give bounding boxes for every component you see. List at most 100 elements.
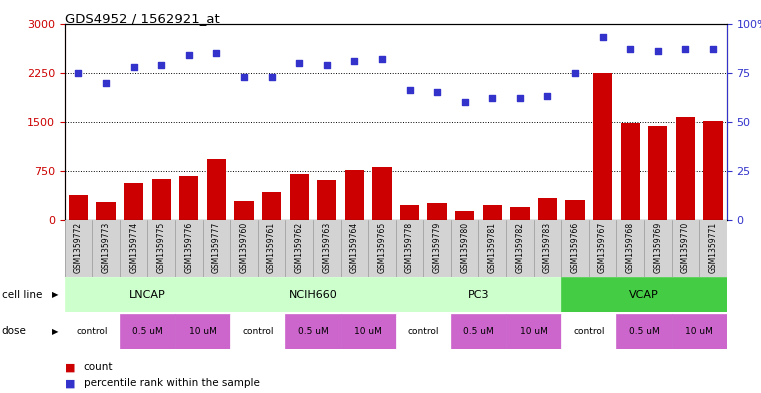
Text: LNCAP: LNCAP	[129, 290, 166, 300]
Bar	[207, 159, 226, 220]
Text: ■: ■	[65, 378, 75, 388]
Text: GSM1359773: GSM1359773	[101, 222, 110, 273]
Point	[238, 73, 250, 80]
Text: control: control	[573, 327, 604, 336]
Bar	[372, 167, 392, 220]
Text: GSM1359771: GSM1359771	[708, 222, 718, 273]
Text: GSM1359765: GSM1359765	[377, 222, 387, 273]
Bar	[616, 314, 671, 349]
Text: GSM1359774: GSM1359774	[129, 222, 139, 273]
Point	[624, 46, 636, 52]
Bar	[620, 123, 640, 220]
Point	[183, 52, 195, 58]
Point	[128, 64, 140, 70]
Bar	[345, 170, 364, 220]
Bar	[593, 73, 613, 220]
Text: GSM1359775: GSM1359775	[157, 222, 166, 273]
Text: count: count	[84, 362, 113, 373]
Point	[376, 56, 388, 62]
Text: GSM1359764: GSM1359764	[350, 222, 359, 273]
Text: 0.5 uM: 0.5 uM	[463, 327, 494, 336]
Point	[514, 95, 526, 101]
Bar	[676, 117, 695, 220]
Point	[349, 58, 361, 64]
Text: GSM1359762: GSM1359762	[295, 222, 304, 273]
Bar	[396, 314, 451, 349]
Bar	[289, 174, 309, 220]
Point	[597, 34, 609, 40]
Bar	[230, 314, 285, 349]
Text: 10 uM: 10 uM	[189, 327, 217, 336]
Point	[266, 73, 278, 80]
Text: 0.5 uM: 0.5 uM	[629, 327, 659, 336]
Text: VCAP: VCAP	[629, 290, 659, 300]
Bar	[285, 314, 341, 349]
Text: 10 uM: 10 uM	[520, 327, 548, 336]
Text: GSM1359769: GSM1359769	[653, 222, 662, 273]
Bar	[68, 195, 88, 220]
Text: GSM1359760: GSM1359760	[240, 222, 249, 273]
Bar	[565, 200, 584, 220]
Text: 0.5 uM: 0.5 uM	[132, 327, 163, 336]
Bar	[97, 202, 116, 220]
Text: control: control	[77, 327, 108, 336]
Text: dose: dose	[2, 326, 27, 336]
Point	[541, 93, 553, 99]
Text: 0.5 uM: 0.5 uM	[298, 327, 328, 336]
Bar	[175, 314, 230, 349]
Text: GSM1359763: GSM1359763	[322, 222, 331, 273]
Bar	[396, 277, 561, 312]
Point	[72, 70, 84, 76]
Bar	[671, 314, 727, 349]
Bar	[538, 198, 557, 220]
Text: GSM1359770: GSM1359770	[681, 222, 690, 273]
Bar	[510, 208, 530, 220]
Point	[569, 70, 581, 76]
Text: control: control	[242, 327, 273, 336]
Point	[651, 48, 664, 54]
Bar	[230, 277, 396, 312]
Text: GSM1359783: GSM1359783	[543, 222, 552, 273]
Point	[210, 50, 222, 56]
Point	[431, 89, 443, 95]
Bar	[317, 180, 336, 220]
Bar	[648, 127, 667, 220]
Text: GSM1359768: GSM1359768	[626, 222, 635, 273]
Bar	[262, 192, 282, 220]
Bar	[341, 314, 396, 349]
Point	[707, 46, 719, 52]
Bar	[561, 277, 727, 312]
Bar	[65, 277, 230, 312]
Bar	[428, 204, 447, 220]
Bar	[234, 201, 253, 220]
Text: control: control	[408, 327, 439, 336]
Bar	[124, 184, 143, 220]
Point	[155, 62, 167, 68]
Bar	[151, 180, 171, 220]
Text: ■: ■	[65, 362, 75, 373]
Text: 10 uM: 10 uM	[685, 327, 713, 336]
Text: GSM1359780: GSM1359780	[460, 222, 470, 273]
Bar	[703, 121, 723, 220]
Text: GSM1359782: GSM1359782	[515, 222, 524, 273]
Text: GSM1359776: GSM1359776	[184, 222, 193, 273]
Bar	[506, 314, 561, 349]
Text: 10 uM: 10 uM	[354, 327, 382, 336]
Text: GSM1359778: GSM1359778	[405, 222, 414, 273]
Text: GSM1359761: GSM1359761	[267, 222, 276, 273]
Text: PC3: PC3	[468, 290, 489, 300]
Text: GSM1359767: GSM1359767	[598, 222, 607, 273]
Bar	[179, 176, 199, 220]
Text: GSM1359781: GSM1359781	[488, 222, 497, 273]
Text: NCIH660: NCIH660	[288, 290, 337, 300]
Point	[320, 62, 333, 68]
Bar	[400, 205, 419, 220]
Text: ▶: ▶	[52, 327, 59, 336]
Text: cell line: cell line	[2, 290, 42, 300]
Bar	[451, 314, 506, 349]
Bar	[65, 314, 119, 349]
Text: percentile rank within the sample: percentile rank within the sample	[84, 378, 260, 388]
Text: GSM1359772: GSM1359772	[74, 222, 83, 273]
Bar	[455, 211, 474, 220]
Point	[403, 87, 416, 94]
